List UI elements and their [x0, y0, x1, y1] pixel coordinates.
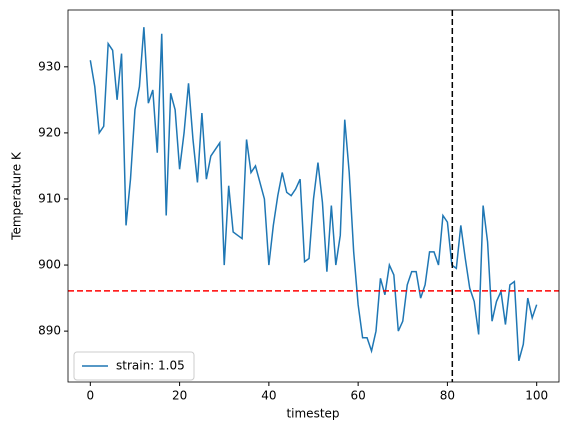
legend-label: strain: 1.05: [116, 359, 185, 373]
y-axis-label: Temperature K: [10, 151, 24, 241]
plot-frame: [67, 9, 560, 383]
x-axis-label: timestep: [286, 407, 339, 421]
y-tick-label: 930: [38, 59, 61, 73]
y-tick-label: 920: [38, 125, 61, 139]
x-tick-label: 0: [86, 389, 94, 403]
x-tick-label: 20: [172, 389, 187, 403]
x-tick-label: 100: [525, 389, 548, 403]
x-tick-label: 40: [261, 389, 276, 403]
y-tick-label: 900: [38, 258, 61, 272]
x-tick-label: 60: [350, 389, 365, 403]
line: [89, 27, 538, 362]
legend-box: [73, 351, 195, 381]
y-tick-label: 890: [38, 324, 61, 338]
y-tick-label: 910: [38, 191, 61, 205]
x-tick-label: 80: [440, 389, 455, 403]
